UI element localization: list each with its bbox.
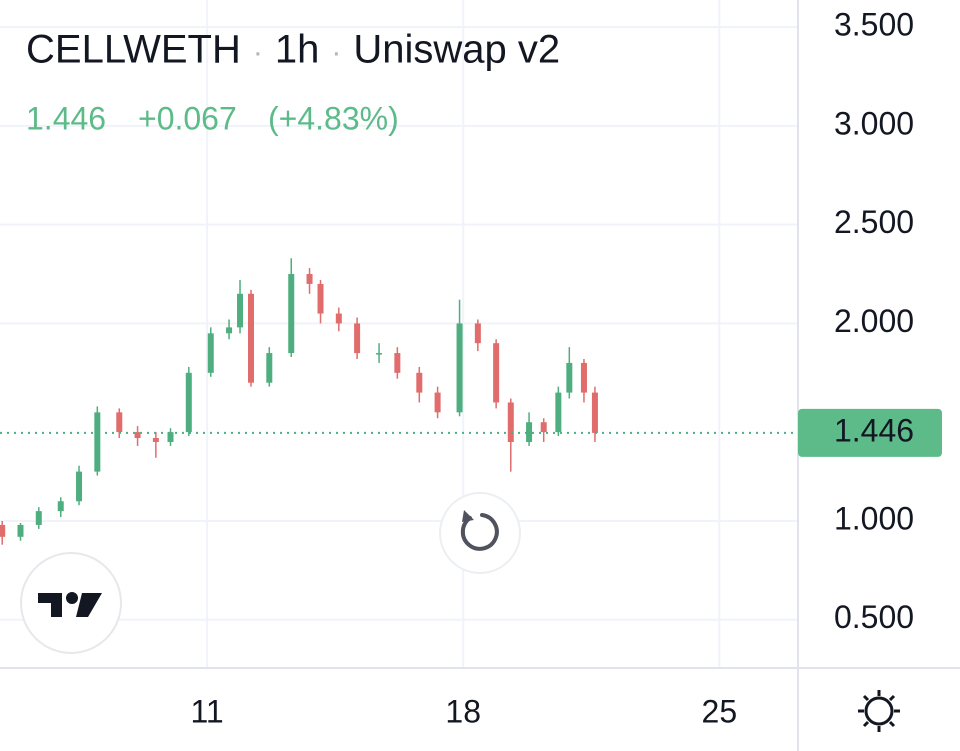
candle-body xyxy=(540,422,547,433)
candle-body xyxy=(134,432,141,439)
last-price: 1.446 xyxy=(26,100,106,136)
candle-body xyxy=(493,343,500,403)
candle-body xyxy=(94,412,101,472)
candle-body xyxy=(167,432,174,442)
candle-body xyxy=(580,362,587,393)
candle-body xyxy=(376,353,383,355)
candle-body xyxy=(17,524,24,537)
y-tick-label: 2.500 xyxy=(834,204,914,240)
candle-body xyxy=(456,323,463,413)
candle-body xyxy=(247,293,254,383)
reset-button[interactable] xyxy=(439,492,521,574)
change-percent: (+4.83%) xyxy=(268,100,399,136)
y-tick-label: 3.500 xyxy=(834,7,914,43)
x-tick-label: 25 xyxy=(702,693,738,729)
candle-body xyxy=(354,323,361,354)
y-tick-label: 3.000 xyxy=(834,105,914,141)
price-label: 1.446 xyxy=(834,412,914,448)
price-label-box xyxy=(798,408,942,457)
candle-body xyxy=(185,372,192,433)
candle-body xyxy=(555,392,562,433)
candle-body xyxy=(76,471,83,502)
interval: 1h xyxy=(275,28,320,72)
candle-body xyxy=(35,511,42,525)
y-tick-label: 1.000 xyxy=(834,500,914,536)
logo-button[interactable] xyxy=(20,552,122,654)
candle-body xyxy=(207,333,214,373)
settings-button[interactable] xyxy=(858,690,900,732)
candle-body xyxy=(226,327,233,334)
candle-body xyxy=(288,274,295,354)
grid xyxy=(0,0,798,668)
separator: · xyxy=(253,36,263,69)
candle-body xyxy=(237,293,244,328)
plot xyxy=(0,258,798,545)
candle-body xyxy=(416,372,423,393)
candle-body xyxy=(116,412,123,433)
symbol: CELLWETH xyxy=(26,28,241,72)
candle-body xyxy=(317,283,324,314)
candle-body xyxy=(57,501,64,512)
candle-body xyxy=(507,402,514,442)
x-tick-label: 18 xyxy=(445,693,481,729)
y-tick-label: 0.500 xyxy=(834,599,914,635)
candle-body xyxy=(266,353,273,383)
candle-body xyxy=(434,392,441,413)
candle-body xyxy=(306,274,313,284)
change: +0.067 xyxy=(138,100,237,136)
candle-body xyxy=(152,438,159,442)
candle-body xyxy=(474,323,481,344)
candle-body xyxy=(591,392,598,433)
x-tick-label: 11 xyxy=(190,693,223,729)
exchange: Uniswap v2 xyxy=(353,28,560,72)
separator: · xyxy=(331,36,341,69)
candle-body xyxy=(526,422,533,442)
candle-body xyxy=(566,362,573,393)
candle-body xyxy=(394,353,401,373)
candle-body xyxy=(0,524,6,537)
candle-body xyxy=(335,313,342,324)
y-tick-label: 2.000 xyxy=(834,303,914,339)
